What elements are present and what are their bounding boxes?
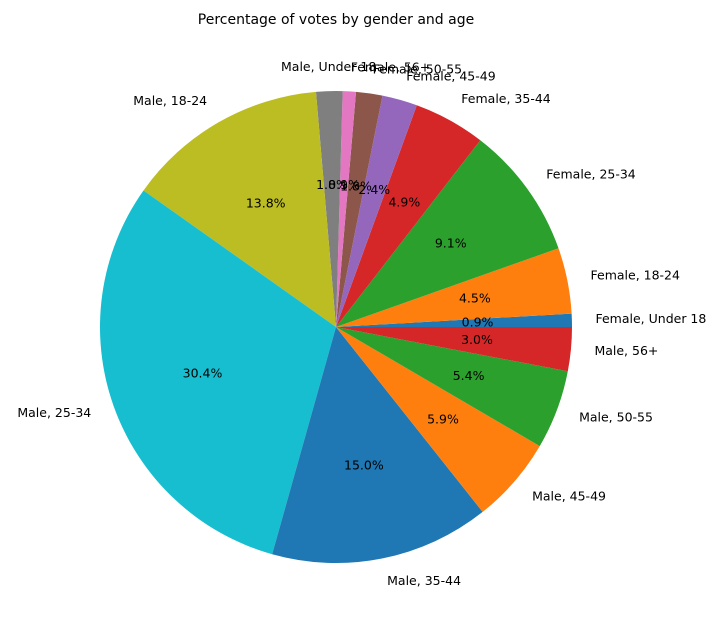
percent-label: 3.0% <box>461 332 493 347</box>
slice-label: Female, 50-55 <box>373 62 462 77</box>
pie-slice <box>336 327 568 447</box>
slice-label: Female, 45-49 <box>406 69 496 84</box>
percent-label: 1.8% <box>316 177 348 192</box>
pie-slice <box>315 90 343 327</box>
slice-label: Female, 25-34 <box>546 166 636 181</box>
pie-slice <box>336 91 383 327</box>
pie-slice <box>336 95 417 327</box>
percent-label: 13.8% <box>246 196 286 211</box>
pie-slice <box>336 327 572 372</box>
percent-label: 5.4% <box>453 368 485 383</box>
pie-slice <box>336 313 572 327</box>
pie-slice <box>336 327 540 512</box>
pie-slices <box>100 90 572 563</box>
percent-label: 4.5% <box>459 291 491 306</box>
percent-label: 4.9% <box>388 194 420 209</box>
percent-label: 30.4% <box>183 366 223 381</box>
slice-label: Female, 35-44 <box>461 91 551 106</box>
pie-slice <box>336 140 559 327</box>
slice-label: Male, 45-49 <box>532 489 606 504</box>
slice-label: Male, 56+ <box>594 343 658 358</box>
pie-slice <box>336 105 481 327</box>
percent-label: 15.0% <box>344 457 384 472</box>
slice-label: Female, 56+ <box>351 59 431 74</box>
slice-label: Female, Under 18 <box>595 311 706 326</box>
slice-label: Male, 35-44 <box>387 573 461 588</box>
percent-label: 1.8% <box>340 178 372 193</box>
percent-labels: 0.9%4.5%9.1%4.9%2.4%1.8%0.9%1.8%13.8%30.… <box>183 177 494 472</box>
pie-slice <box>143 91 336 327</box>
slice-label: Male, 18-24 <box>133 93 207 108</box>
pie-slice <box>100 190 336 555</box>
slice-label: Male, 25-34 <box>17 405 91 420</box>
pie-slice <box>336 91 357 328</box>
percent-label: 0.9% <box>328 177 360 192</box>
percent-label: 2.4% <box>358 182 390 197</box>
chart-title: Percentage of votes by gender and age <box>198 12 474 28</box>
pie-slice <box>272 327 483 563</box>
slice-label: Male, Under 18 <box>281 59 376 74</box>
slice-label: Female, 18-24 <box>591 267 681 282</box>
percent-label: 5.9% <box>427 411 459 426</box>
slice-labels: Female, Under 18 Female, 18-24 Female, 25-… <box>17 59 706 588</box>
slice-label: Male, 50-55 <box>579 410 653 425</box>
pie-slice <box>336 248 572 327</box>
percent-label: 9.1% <box>435 235 467 250</box>
percent-label: 0.9% <box>462 314 494 329</box>
